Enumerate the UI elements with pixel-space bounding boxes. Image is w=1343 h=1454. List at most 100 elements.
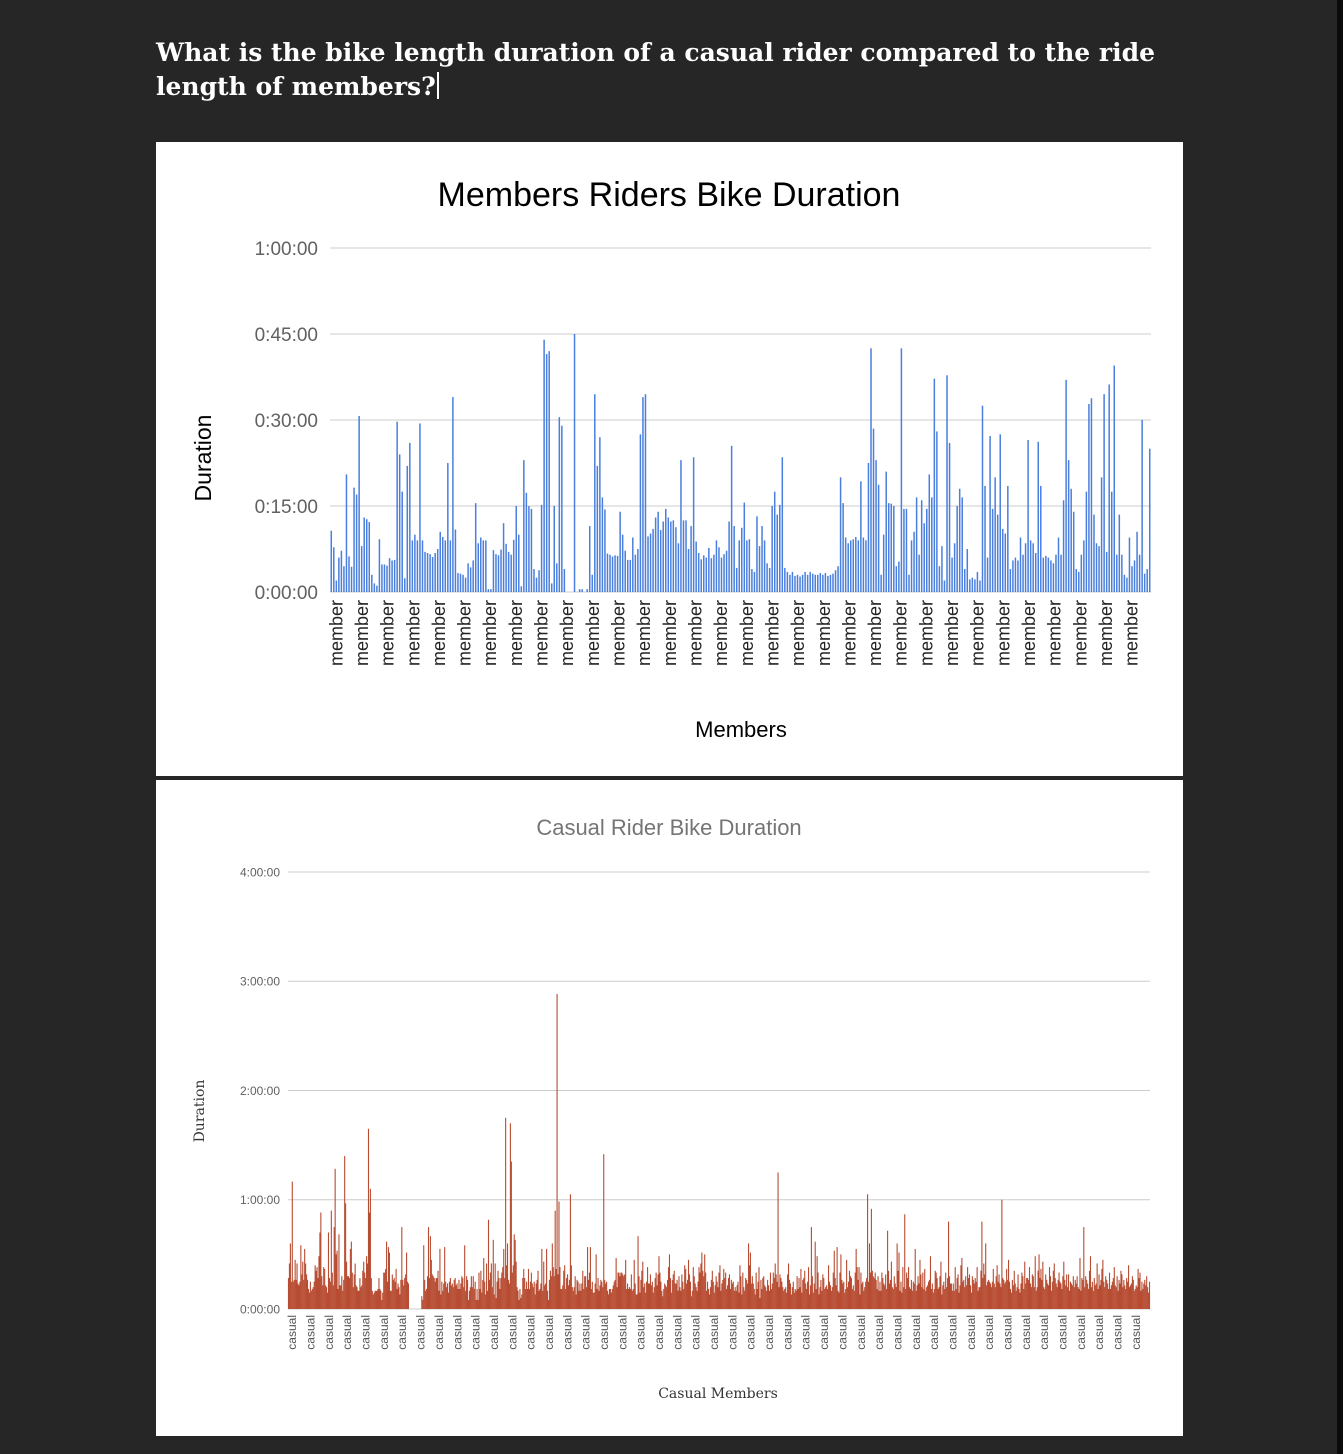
casual-bar xyxy=(885,1274,887,1309)
casual-bar xyxy=(502,1267,504,1309)
casual-bar xyxy=(451,1283,453,1309)
casual-bar xyxy=(647,1283,650,1309)
members-bar xyxy=(956,506,958,592)
members-bar xyxy=(966,549,969,592)
members-bar xyxy=(766,563,768,592)
members-bar xyxy=(743,502,746,592)
members-bar xyxy=(697,553,700,592)
members-bar xyxy=(1090,398,1093,592)
members-x-tick-label: member xyxy=(660,600,680,666)
casual-bar xyxy=(894,1283,896,1309)
casual-bar xyxy=(901,1292,903,1309)
casual-bar xyxy=(424,1279,426,1309)
casual-bar xyxy=(1126,1278,1128,1309)
casual-bar xyxy=(948,1276,951,1309)
casual-bar xyxy=(545,1283,547,1309)
casual-x-tick-label: casual xyxy=(872,1315,886,1350)
members-bar xyxy=(801,574,804,592)
members-bar xyxy=(915,497,918,592)
casual-bar xyxy=(1102,1259,1104,1309)
members-bar xyxy=(1055,554,1057,592)
members-bar xyxy=(654,517,657,592)
casual-bar xyxy=(516,1287,518,1309)
members-bar xyxy=(421,540,424,592)
casual-bar xyxy=(875,1279,877,1309)
members-bar xyxy=(353,487,355,592)
casual-x-tick-label: casual xyxy=(1129,1315,1143,1350)
casual-bar xyxy=(945,1272,947,1309)
casual-bar xyxy=(985,1243,987,1309)
members-bar xyxy=(472,560,474,592)
casual-bar xyxy=(578,1290,580,1309)
members-bar xyxy=(439,531,441,592)
casual-bar xyxy=(924,1268,926,1309)
members-gridlines xyxy=(330,247,1151,593)
casual-bar xyxy=(703,1276,705,1309)
members-bar xyxy=(969,579,971,592)
casual-bar xyxy=(601,1281,603,1309)
members-bar xyxy=(860,481,862,592)
casual-bar xyxy=(837,1290,839,1309)
casual-bar xyxy=(309,1281,311,1309)
casual-bar xyxy=(659,1272,661,1309)
casual-bar xyxy=(350,1241,352,1309)
members-bar xyxy=(454,529,457,592)
casual-bar xyxy=(832,1272,834,1309)
casual-bar xyxy=(488,1279,491,1309)
members-bar xyxy=(789,574,791,592)
casual-bar xyxy=(729,1288,731,1309)
casual-x-tick-label: casual xyxy=(634,1315,648,1350)
casual-bar xyxy=(287,1278,290,1309)
casual-bar xyxy=(907,1278,909,1309)
members-bar xyxy=(591,574,594,592)
casual-bar xyxy=(490,1263,492,1309)
casual-bar xyxy=(326,1292,329,1309)
casual-bar xyxy=(877,1276,879,1309)
casual-bar xyxy=(690,1296,692,1309)
casual-bar xyxy=(1039,1278,1041,1309)
members-bar xyxy=(870,348,872,592)
casual-bar xyxy=(493,1294,495,1309)
casual-bar xyxy=(468,1290,470,1309)
casual-bar xyxy=(588,1272,591,1309)
casual-bar xyxy=(511,1272,513,1309)
casual-x-tick-label: casual xyxy=(450,1315,464,1350)
members-bar xyxy=(596,465,599,592)
casual-bar xyxy=(448,1281,450,1309)
members-bar xyxy=(1009,569,1012,592)
members-bar xyxy=(619,511,621,592)
casual-bar xyxy=(1133,1290,1135,1309)
casual-x-axis-title: Casual Members xyxy=(658,1386,778,1402)
casual-bar xyxy=(900,1281,902,1309)
casual-bar xyxy=(783,1290,785,1309)
casual-bar xyxy=(289,1243,291,1309)
casual-bar xyxy=(467,1299,470,1309)
members-bar xyxy=(540,504,543,592)
casual-bar xyxy=(1080,1290,1082,1309)
casual-bar xyxy=(793,1292,795,1309)
question-heading[interactable]: What is the bike length duration of a ca… xyxy=(156,36,1166,104)
casual-bar xyxy=(389,1290,391,1309)
casual-bar xyxy=(886,1288,888,1309)
casual-bar xyxy=(562,1285,564,1309)
casual-bar xyxy=(553,1276,555,1309)
casual-bar xyxy=(959,1285,961,1309)
casual-bar xyxy=(999,1283,1001,1309)
casual-bar xyxy=(807,1281,809,1309)
members-bar xyxy=(383,564,386,592)
casual-bar xyxy=(699,1272,701,1309)
casual-bar xyxy=(613,1281,615,1309)
members-bar xyxy=(756,516,758,592)
casual-bar xyxy=(474,1281,476,1309)
casual-bar xyxy=(701,1252,703,1309)
members-bar xyxy=(981,405,984,592)
members-bar xyxy=(621,534,624,592)
casual-bar xyxy=(892,1288,894,1309)
members-x-tick-label: member xyxy=(532,600,552,666)
casual-bar xyxy=(394,1281,396,1309)
casual-bar xyxy=(1027,1278,1029,1309)
casual-bar xyxy=(1018,1288,1020,1309)
casual-bar xyxy=(786,1292,788,1309)
casual-bar xyxy=(386,1281,389,1309)
members-bar xyxy=(672,520,675,592)
